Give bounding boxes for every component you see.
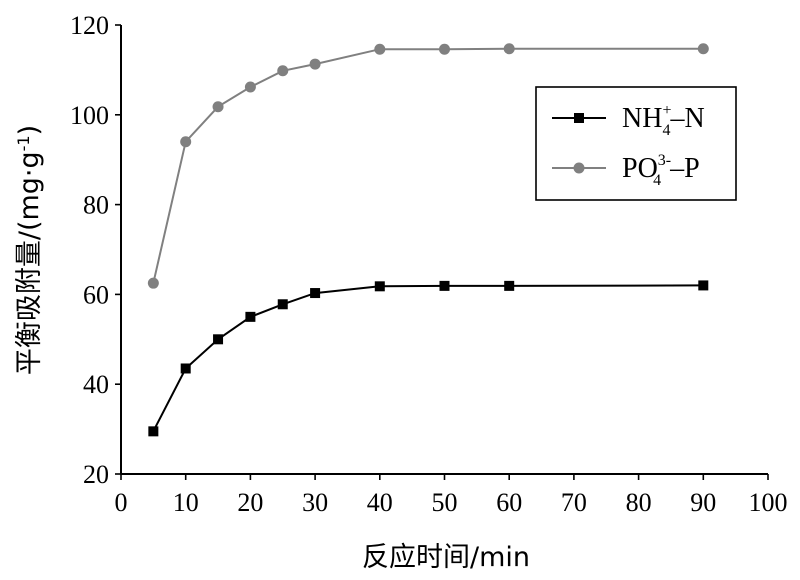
axes: 20 40 60 80 100 120 0 10 20 30 40 50 60 70 80 90 100: [70, 11, 788, 517]
series-1: [147, 43, 709, 289]
series-line-0: [152, 284, 704, 432]
y-axis-title-main: 平衡吸附量/(mg·g: [14, 151, 45, 375]
x-tick-label: 100: [749, 488, 788, 517]
x-tick-label: 0: [115, 488, 128, 517]
data-point: [504, 280, 515, 291]
x-tick-label: 70: [561, 488, 587, 517]
data-point: [374, 43, 386, 55]
y-tick-label: 60: [83, 280, 109, 309]
x-tick-label: 10: [173, 488, 199, 517]
x-tick-label: 30: [302, 488, 328, 517]
series-layer: [147, 43, 709, 437]
legend-marker-nh4: [574, 113, 584, 123]
data-point: [180, 363, 191, 374]
data-point: [212, 101, 224, 113]
data-point: [439, 280, 450, 291]
y-axis-title-sup: -1: [14, 135, 33, 151]
x-tick-label: 20: [237, 488, 263, 517]
legend-label-po4: PO3-4 –P: [622, 152, 700, 189]
y-tick-label: 120: [70, 11, 109, 40]
x-tick-label: 60: [496, 488, 522, 517]
x-tick-label: 50: [432, 488, 458, 517]
legend-box: [535, 86, 737, 201]
data-point: [244, 81, 256, 93]
legend-marker-po4: [573, 162, 585, 174]
data-point: [439, 43, 450, 55]
data-point: [213, 334, 224, 345]
y-tick-label: 100: [70, 101, 109, 130]
data-point: [374, 281, 385, 292]
legend-label-nh4: NH+ 4–N: [622, 102, 705, 139]
legend-item-po4: PO3-4 –P: [552, 152, 700, 189]
x-tick-label: 90: [690, 488, 716, 517]
data-point: [180, 136, 192, 148]
legend-item-nh4: NH+ 4–N: [552, 102, 705, 139]
series-0: [148, 280, 709, 437]
data-point: [309, 58, 321, 70]
data-point: [148, 426, 159, 437]
x-axis-title: 反应时间/min: [362, 542, 530, 573]
data-point: [147, 277, 159, 289]
x-tick-label: 40: [367, 488, 393, 517]
y-axis-title-end: ): [14, 125, 45, 136]
y-tick-label: 40: [83, 370, 109, 399]
data-point: [277, 299, 288, 310]
legend: NH+ 4–N PO3-4 –P: [535, 86, 737, 201]
y-axis-title: 平衡吸附量/(mg·g-1): [14, 125, 46, 375]
data-point: [245, 311, 256, 322]
series-line-1: [152, 47, 704, 284]
data-point: [698, 280, 709, 291]
y-tick-label: 80: [83, 191, 109, 220]
data-point: [310, 288, 321, 299]
data-point: [503, 43, 515, 55]
data-point: [277, 65, 289, 77]
x-tick-label: 80: [626, 488, 652, 517]
data-point: [697, 43, 709, 55]
y-tick-label: 20: [83, 460, 109, 489]
